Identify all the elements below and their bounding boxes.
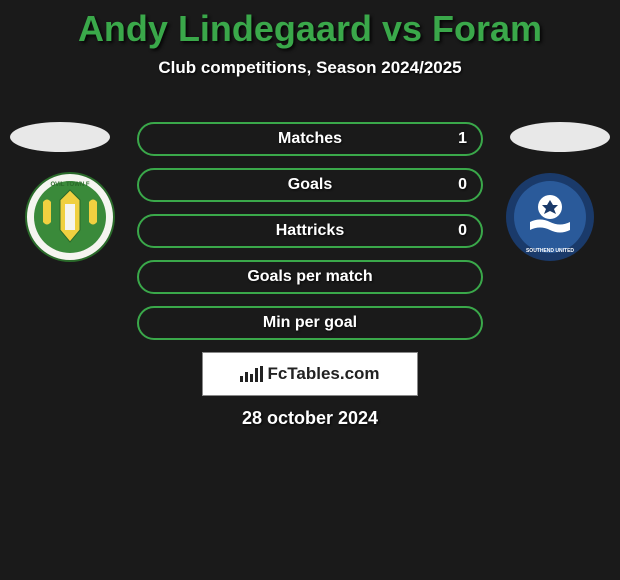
player-mark-left	[10, 122, 110, 152]
brand-logo: FcTables.com	[240, 364, 379, 384]
team-badge-right: SOUTHEND UNITED	[505, 172, 595, 262]
chart-icon	[240, 366, 263, 382]
stat-label: Matches	[278, 130, 342, 148]
stat-row: Min per goal	[137, 306, 483, 340]
svg-text:OVIL TOWN F: OVIL TOWN F	[50, 182, 89, 188]
stat-row: Matches 1	[137, 122, 483, 156]
subtitle: Club competitions, Season 2024/2025	[0, 58, 620, 78]
brand-text: FcTables.com	[267, 364, 379, 384]
stat-row: Goals per match	[137, 260, 483, 294]
svg-text:SOUTHEND UNITED: SOUTHEND UNITED	[526, 248, 574, 254]
stat-label: Goals per match	[247, 268, 372, 286]
stat-value-right: 1	[458, 130, 467, 148]
stat-label: Min per goal	[263, 314, 357, 332]
stat-value-right: 0	[458, 222, 467, 240]
page-title: Andy Lindegaard vs Foram	[0, 0, 620, 50]
stat-label: Goals	[288, 176, 332, 194]
date-label: 28 october 2024	[0, 408, 620, 429]
stats-table: Matches 1 Goals 0 Hattricks 0 Goals per …	[137, 122, 483, 352]
player-mark-right	[510, 122, 610, 152]
stat-row: Hattricks 0	[137, 214, 483, 248]
stat-label: Hattricks	[276, 222, 344, 240]
brand-box[interactable]: FcTables.com	[202, 352, 418, 396]
team-badge-left: OVIL TOWN F	[25, 172, 115, 262]
stat-value-right: 0	[458, 176, 467, 194]
stat-row: Goals 0	[137, 168, 483, 202]
